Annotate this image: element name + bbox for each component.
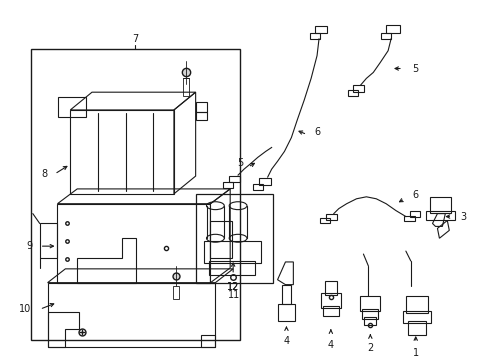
Bar [223,182,233,188]
Bar [203,241,260,263]
Bar [252,184,262,190]
Text: 6: 6 [313,127,320,137]
Text: 9: 9 [27,241,33,251]
Bar [403,216,414,221]
Bar [409,211,419,217]
Bar [229,176,240,182]
Bar [386,25,399,33]
Bar [364,317,375,325]
Bar [402,311,429,323]
Bar [173,285,179,300]
Text: 1: 1 [412,348,418,358]
Bar [352,85,364,92]
Bar [381,33,390,39]
Bar [325,213,336,220]
Bar [209,261,254,275]
Bar [405,296,427,313]
Text: 2: 2 [366,343,373,353]
Bar [407,321,425,335]
Text: 4: 4 [283,336,289,346]
Bar [195,102,207,112]
Bar [309,33,319,39]
Bar [428,197,450,213]
Text: 7: 7 [132,34,138,44]
Bar [258,178,270,185]
Bar [362,309,377,319]
Bar [425,211,454,220]
Bar [59,97,86,117]
Text: 3: 3 [459,212,465,221]
Text: 8: 8 [41,169,48,179]
Bar [319,217,329,224]
Bar [183,78,188,96]
Bar [314,26,326,33]
Bar [58,204,210,283]
Bar [360,296,380,311]
Bar [324,281,336,294]
Text: 10: 10 [19,304,31,314]
Text: 12: 12 [226,282,239,292]
Text: 6: 6 [412,190,418,200]
Bar [320,293,340,308]
Bar [347,90,357,96]
Bar [322,306,338,316]
Text: 5: 5 [237,158,243,168]
Text: 4: 4 [327,340,333,350]
Text: 11: 11 [227,289,240,300]
Text: 5: 5 [412,63,418,73]
Text: 12: 12 [226,282,239,292]
Bar [195,194,272,283]
Bar [70,110,174,194]
Bar [195,112,207,120]
Bar [47,283,215,347]
Bar [31,49,240,340]
